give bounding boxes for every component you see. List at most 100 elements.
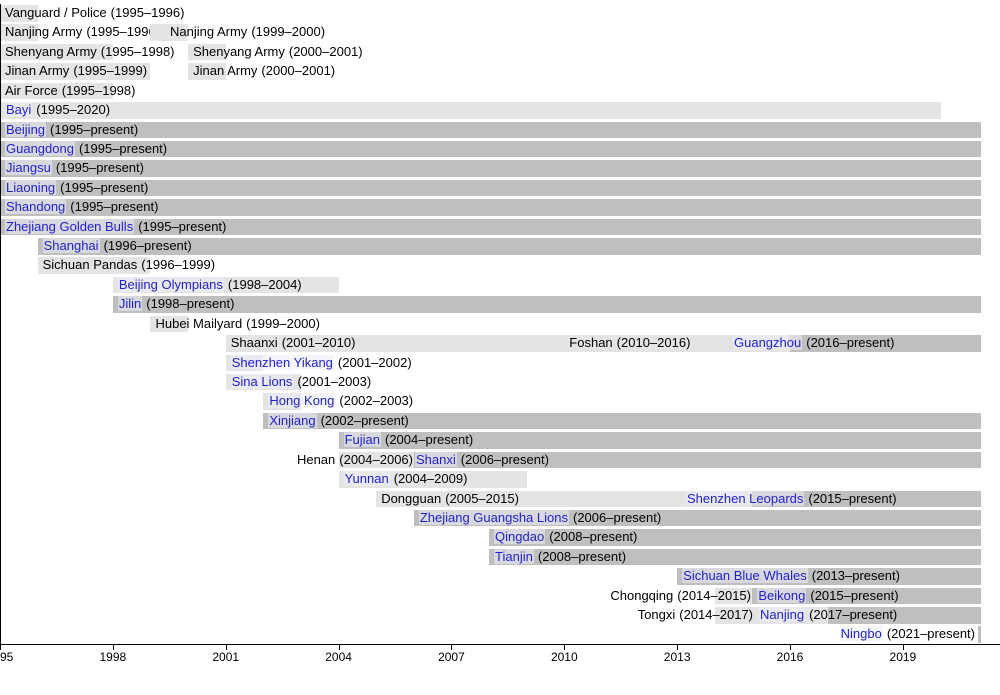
axis-tick-label: 2010 xyxy=(550,650,578,664)
period-text: (2015–present) xyxy=(808,490,897,506)
axis-tick xyxy=(0,644,1,650)
y-axis-line xyxy=(0,4,1,644)
team-label: Nanjing Army (1999–2000) xyxy=(170,24,325,41)
team-link[interactable]: Guangzhou xyxy=(733,335,803,351)
axis-tick-label: 2019 xyxy=(889,650,917,664)
timeline-bar xyxy=(0,218,981,236)
team-label: Sichuan Pandas (1996–1999) xyxy=(43,257,215,274)
team-label: Air Force (1995–1998) xyxy=(5,83,135,100)
period-text: (2001–2003) xyxy=(297,373,372,389)
team-label: Sina Lions (2001–2003) xyxy=(230,373,372,391)
team-label: Tianjin (2008–present) xyxy=(494,548,627,566)
team-label: Yunnan (2004–2009) xyxy=(343,471,468,488)
timeline-bar xyxy=(0,140,981,158)
team-link[interactable]: Sichuan Blue Whales xyxy=(682,568,808,584)
team-link[interactable]: Sina Lions xyxy=(230,373,294,389)
team-label: Shandong (1995–present) xyxy=(5,199,158,216)
team-label: Fujian (2004–present) xyxy=(343,432,474,449)
team-label: Shaanxi (2001–2010) xyxy=(231,335,356,352)
team-name: Jinan Army xyxy=(5,63,70,79)
team-link[interactable]: Beijing xyxy=(5,121,47,137)
team-label: Beijing (1995–present) xyxy=(5,121,139,139)
period-text: (2000–2001) xyxy=(288,43,363,59)
team-label: Foshan (2010–2016) xyxy=(569,335,690,352)
team-link[interactable]: Shanxi xyxy=(415,451,457,467)
team-label: Guangzhou (2016–present) xyxy=(733,335,894,352)
team-label: Shenzhen Yikang (2001–2002) xyxy=(230,354,412,372)
period-text: (1998–2004) xyxy=(227,276,302,292)
period-text: (1995–1999) xyxy=(73,63,148,79)
team-label: Shanghai (1996–present) xyxy=(42,238,192,255)
team-link[interactable]: Beijing Olympians xyxy=(117,276,224,292)
period-text: (2008–present) xyxy=(549,529,638,545)
period-text: (1995–1996) xyxy=(110,5,185,20)
team-label: Qingdao (2008–present) xyxy=(494,529,637,546)
team-link[interactable]: Nanjing xyxy=(759,607,806,623)
period-text: (2004–2009) xyxy=(393,471,468,487)
team-link[interactable]: Yunnan xyxy=(343,471,390,487)
period-text: (2000–2001) xyxy=(261,63,336,79)
team-label: Shenzhen Leopards (2015–present) xyxy=(686,490,897,508)
team-name: Air Force xyxy=(5,82,58,98)
team-label: Bayi (1995–2020) xyxy=(5,102,110,119)
period-text: (1995–present) xyxy=(60,179,149,195)
team-link[interactable]: Jilin xyxy=(117,296,143,312)
period-text: (1998–present) xyxy=(146,296,235,312)
team-link[interactable]: Xinjiang xyxy=(268,412,317,428)
team-link[interactable]: Beikong xyxy=(757,587,807,603)
timeline-bar xyxy=(0,160,981,177)
period-text: (1995–1998) xyxy=(61,82,136,98)
timeline-bar xyxy=(790,335,981,352)
team-link[interactable]: Shenzhen Yikang xyxy=(230,354,334,370)
team-link[interactable]: Bayi xyxy=(5,102,33,118)
team-label: Sichuan Blue Whales (2013–present) xyxy=(682,568,900,585)
timeline-bar xyxy=(0,179,981,197)
period-text: (2017–present) xyxy=(809,607,898,623)
timeline-bar xyxy=(0,63,151,80)
team-label: Tongxi (2014–2017) xyxy=(638,607,753,624)
timeline-bar xyxy=(37,238,981,255)
team-name: Jinan Army xyxy=(193,63,258,79)
period-text: (1996–present) xyxy=(103,238,192,254)
timeline-bar xyxy=(489,548,981,566)
axis-tick-label: 1998 xyxy=(99,650,127,664)
team-link[interactable]: Shanghai xyxy=(42,238,100,254)
team-name: Shenyang Army xyxy=(193,43,285,59)
team-link[interactable]: Shandong xyxy=(5,199,67,215)
team-link[interactable]: Zhejiang Golden Bulls xyxy=(5,218,135,234)
timeline-bar xyxy=(338,451,414,469)
period-text: (2004–present) xyxy=(385,432,474,448)
period-text: (2004–2006) xyxy=(339,451,413,467)
timeline-bar xyxy=(0,24,38,41)
period-text: (1995–present) xyxy=(50,121,139,137)
team-link[interactable]: Guangdong xyxy=(5,140,75,156)
team-name: Nanjing Army xyxy=(170,24,248,40)
team-link[interactable]: Jiangsu xyxy=(5,160,52,176)
timeline-bar xyxy=(0,5,38,22)
timeline-bar xyxy=(112,296,981,313)
timeline-bar xyxy=(0,82,113,100)
axis-tick-label: 2007 xyxy=(438,650,465,664)
team-label: Hong Kong (2002–2003) xyxy=(268,393,413,410)
period-text: (2006–present) xyxy=(460,451,549,467)
axis-tick xyxy=(112,644,114,650)
team-link[interactable]: Hong Kong xyxy=(268,393,336,409)
team-link[interactable]: Ningbo xyxy=(839,626,883,642)
team-link[interactable]: Qingdao xyxy=(494,529,546,545)
team-label: Ningbo (2021–present) xyxy=(839,626,975,643)
period-text: (2010–2016) xyxy=(616,335,691,351)
team-link[interactable]: Tianjin xyxy=(494,548,534,564)
axis-tick-label: 2001 xyxy=(212,650,240,664)
team-link[interactable]: Zhejiang Guangsha Lions xyxy=(418,509,569,525)
period-text: (1996–1999) xyxy=(141,257,216,273)
team-link[interactable]: Shenzhen Leopards xyxy=(686,490,805,506)
timeline-bar xyxy=(188,63,226,80)
team-name: Shenyang Army xyxy=(5,43,97,59)
team-label: Zhejiang Golden Bulls (1995–present) xyxy=(5,218,226,236)
axis-tick-label: 95 xyxy=(0,650,14,664)
period-text: (2008–present) xyxy=(537,548,627,564)
team-link[interactable]: Fujian xyxy=(343,432,381,448)
team-link[interactable]: Liaoning xyxy=(5,179,57,195)
timeline-bar xyxy=(0,102,941,119)
